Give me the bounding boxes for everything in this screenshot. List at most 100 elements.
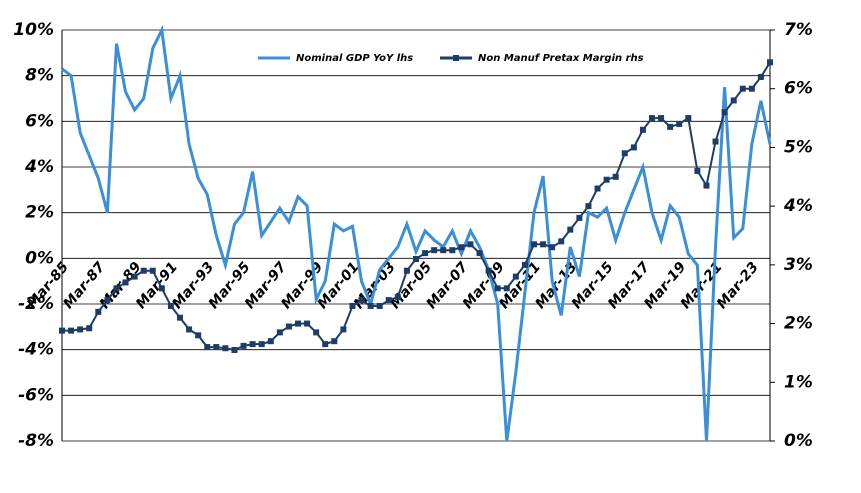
marker [422, 250, 429, 257]
marker [367, 302, 374, 309]
marker [440, 247, 447, 254]
marker [549, 244, 556, 251]
marker [585, 203, 592, 210]
marker [594, 185, 601, 192]
marker [104, 297, 111, 304]
marker [730, 97, 737, 104]
marker [703, 182, 710, 189]
marker [240, 342, 247, 349]
marker [540, 241, 547, 248]
marker [340, 326, 347, 333]
marker [667, 123, 674, 130]
marker [658, 115, 665, 122]
marker [59, 327, 65, 334]
marker [331, 338, 338, 345]
y2-tick-label: 6% [784, 79, 813, 99]
marker [167, 302, 174, 309]
marker [131, 273, 138, 280]
marker [649, 115, 655, 122]
marker [612, 173, 619, 180]
marker [113, 285, 120, 292]
marker [394, 294, 401, 301]
y2-tick-label: 7% [784, 20, 813, 40]
marker [322, 341, 329, 348]
marker [603, 176, 610, 183]
marker [512, 273, 519, 280]
marker [295, 320, 301, 327]
marker [376, 302, 383, 309]
marker [149, 267, 156, 274]
marker [204, 344, 211, 351]
marker [521, 261, 528, 268]
y-tick-label: 10% [13, 20, 54, 40]
marker [458, 244, 465, 251]
marker [403, 267, 410, 274]
marker [385, 297, 392, 304]
marker [222, 345, 229, 352]
marker [249, 341, 256, 348]
legend-marker [453, 55, 459, 61]
marker [531, 241, 537, 248]
marker [349, 302, 356, 309]
marker [558, 238, 565, 245]
marker [576, 214, 583, 221]
series-line [61, 24, 772, 442]
marker [757, 73, 764, 80]
marker [630, 144, 637, 151]
marker [676, 120, 683, 127]
marker [739, 85, 746, 92]
marker [503, 285, 510, 292]
y-tick-label: 4% [24, 157, 54, 177]
marker [476, 250, 483, 257]
marker [467, 241, 474, 248]
marker [122, 279, 129, 286]
marker [86, 325, 93, 332]
y-tick-label: -4% [18, 340, 54, 360]
y2-tick-label: 1% [784, 372, 813, 392]
marker [694, 167, 701, 174]
marker [195, 332, 202, 339]
y-tick-label: 6% [25, 111, 54, 131]
marker [431, 247, 438, 254]
marker [494, 285, 501, 292]
marker [158, 285, 165, 292]
y2-tick-label: 0% [784, 431, 813, 451]
y-tick-label: 2% [25, 203, 54, 223]
marker [767, 59, 773, 66]
marker [231, 346, 238, 353]
marker [567, 226, 574, 233]
legend-label: Nominal GDP YoY lhs [296, 53, 413, 64]
marker [304, 320, 311, 327]
y-tick-label: 8% [25, 66, 54, 86]
y-tick-label: -2% [18, 294, 54, 314]
marker [285, 323, 292, 330]
marker [721, 109, 728, 116]
marker [276, 329, 283, 336]
marker [186, 326, 193, 333]
y2-tick-label: 4% [783, 196, 813, 216]
marker [712, 138, 719, 145]
marker [68, 327, 75, 334]
marker [449, 247, 456, 254]
marker [140, 267, 147, 274]
marker [313, 329, 320, 336]
y-tick-label: -8% [18, 431, 54, 451]
y-tick-label: -6% [18, 385, 54, 405]
marker [485, 267, 492, 274]
marker [413, 255, 419, 262]
marker [177, 314, 183, 321]
y2-tick-label: 3% [784, 255, 813, 275]
marker [95, 308, 102, 315]
legend-label: Non Manuf Pretax Margin rhs [478, 53, 644, 64]
marker [748, 85, 755, 92]
y2-tick-label: 5% [784, 137, 813, 157]
marker [77, 326, 84, 333]
marker [267, 338, 274, 345]
marker [621, 150, 628, 157]
marker [639, 126, 646, 133]
marker [358, 297, 365, 304]
marker [258, 341, 265, 348]
marker [213, 344, 220, 351]
y-tick-label: 0% [25, 248, 54, 268]
